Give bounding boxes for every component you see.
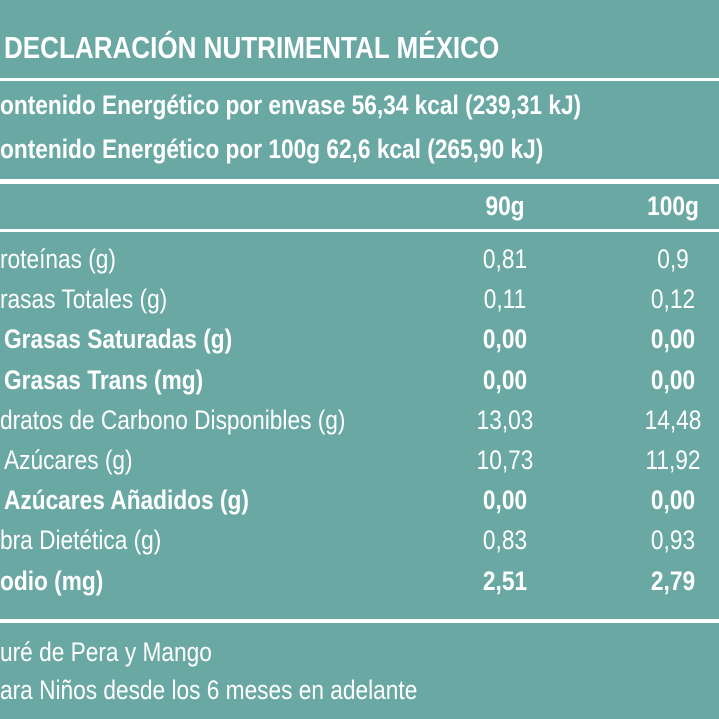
rule [0, 229, 719, 232]
rule [0, 619, 719, 623]
cell-value: 0,00 [482, 364, 528, 395]
energy-line: ontenido Energético por envase 56,34 kca… [0, 90, 582, 120]
cell-value: 0,00 [650, 485, 696, 516]
nutrient-name: roteínas (g) [0, 244, 116, 274]
column-header: 100g [647, 191, 699, 221]
cell-value: 13,03 [476, 404, 534, 435]
cell-value: 0,9 [657, 244, 689, 274]
nutrient-name: rasas Totales (g) [0, 284, 168, 315]
footer-line: uré de Pera y Mango [0, 637, 212, 667]
rule [0, 179, 719, 184]
column-header: 90g [485, 191, 525, 221]
cell-value: 11,92 [645, 445, 701, 475]
cell-value: 0,83 [482, 525, 528, 556]
cell-value: 0,81 [482, 244, 528, 274]
cell-value: 2,79 [650, 565, 696, 596]
nutrient-name: Grasas Saturadas (g) [4, 324, 233, 355]
cell-value: 0,00 [482, 485, 528, 516]
nutrient-name: bra Dietética (g) [0, 525, 162, 556]
cell-value: 0,11 [483, 284, 527, 315]
nutrient-name: Grasas Trans (mg) [4, 364, 204, 395]
rule [0, 78, 719, 81]
cell-value: 0,00 [482, 324, 528, 355]
energy-line: ontenido Energético por 100g 62,6 kcal (… [0, 134, 544, 164]
nutrient-name: Azúcares Añadidos (g) [4, 485, 249, 516]
nutrient-name: dratos de Carbono Disponibles (g) [0, 404, 346, 435]
cell-value: 0,00 [650, 364, 696, 395]
nutrient-name: Azúcares (g) [4, 445, 133, 475]
footer-line: ara Niños desde los 6 meses en adelante [0, 675, 418, 705]
cell-value: 0,12 [650, 284, 696, 315]
nutrient-name: odio (mg) [0, 565, 104, 596]
cell-value: 2,51 [482, 565, 528, 596]
cell-value: 0,00 [650, 324, 696, 355]
title: DECLARACIÓN NUTRIMENTAL MÉXICO [4, 30, 500, 65]
cell-value: 14,48 [644, 404, 702, 435]
cell-value: 10,73 [476, 445, 534, 475]
cell-value: 0,93 [650, 525, 696, 556]
